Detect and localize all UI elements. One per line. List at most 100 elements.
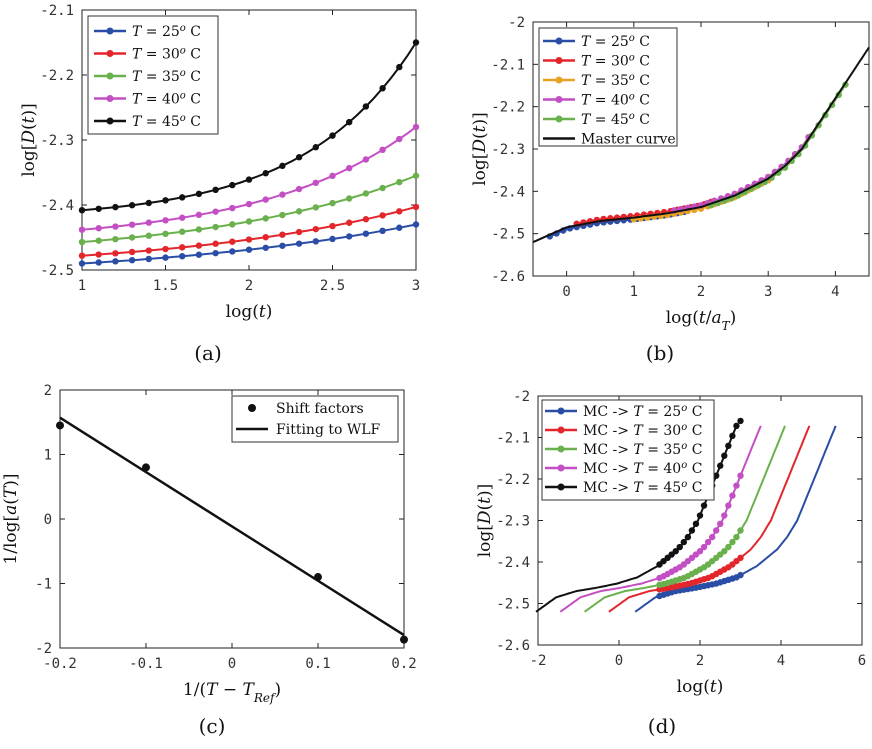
legend-entry: MC -> T = 30o C (583, 422, 702, 440)
y-tick-label: -2.4 (491, 184, 525, 200)
legend: MC -> T = 25o CMC -> T = 30o CMC -> T = … (541, 399, 715, 501)
x-tick-label: 1 (630, 284, 638, 300)
data-point (229, 204, 236, 212)
data-point (95, 251, 102, 258)
data-point (112, 203, 119, 211)
data-point (379, 184, 386, 192)
legend-marker (557, 426, 565, 434)
data-point (262, 233, 269, 241)
data-point (279, 242, 286, 249)
y-axis-label: log[D(t)] (475, 484, 495, 558)
data-point (379, 212, 386, 219)
data-point (95, 205, 102, 212)
data-point (329, 235, 336, 243)
x-tick-label: 1 (78, 278, 86, 294)
data-point (696, 548, 704, 555)
data-point (737, 527, 744, 534)
data-point (212, 240, 219, 247)
caption: (b) (646, 341, 674, 365)
data-point (128, 202, 136, 209)
data-point (295, 208, 303, 215)
y-tick-label: -2 (513, 389, 530, 405)
data-point (717, 462, 724, 469)
data-point (312, 225, 319, 233)
data-point (262, 215, 269, 222)
data-point (396, 208, 403, 215)
legend-entry: T = 45o C (581, 111, 650, 129)
legend-entry: Fitting to WLF (276, 422, 381, 438)
chart-a: 1 1.5 2 2.5 3-2.5-2.4-2.3-2.2-2.1T = 25o CT … (19, 3, 420, 365)
data-point (78, 226, 86, 233)
data-point (279, 191, 286, 198)
legend-marker (557, 483, 565, 491)
data-point (179, 244, 186, 251)
data-point (329, 222, 336, 230)
data-point (95, 259, 102, 266)
data-point (362, 190, 370, 197)
x-tick-label: 4 (777, 653, 785, 669)
legend-marker (555, 115, 563, 123)
data-point (725, 543, 732, 551)
data-point (329, 172, 336, 180)
x-tick-label: 0 (562, 284, 570, 300)
data-point (212, 186, 219, 194)
data-point (314, 573, 322, 582)
legend-marker (557, 445, 565, 453)
legend-entry: T = 40o C (132, 90, 201, 108)
data-point (708, 533, 716, 541)
data-point (212, 208, 219, 215)
data-point (295, 185, 303, 193)
data-point (112, 250, 119, 257)
data-point (262, 170, 269, 177)
data-point (729, 432, 736, 440)
data-point (700, 543, 708, 551)
x-tick-label: 4 (831, 284, 839, 300)
legend-marker (555, 96, 563, 103)
data-point (346, 195, 353, 202)
data-point (346, 219, 353, 226)
y-tick-label: -2.2 (40, 68, 74, 84)
data-point (713, 472, 720, 479)
data-point (737, 417, 744, 425)
data-point (112, 258, 119, 265)
data-point (195, 226, 203, 233)
data-point (329, 199, 336, 207)
data-point (128, 221, 136, 228)
y-tick-label: -2.1 (491, 57, 525, 73)
data-point (721, 512, 728, 519)
data-point (128, 256, 136, 264)
y-tick-label: -2 (508, 15, 525, 31)
data-point (696, 512, 704, 519)
legend-marker (555, 76, 563, 84)
data-point (162, 197, 169, 204)
data-point (195, 242, 203, 249)
data-point (795, 150, 802, 158)
data-point (788, 157, 795, 165)
x-tick-label: -0.2 (43, 656, 77, 672)
data-point (162, 230, 169, 238)
y-axis-label: log[D(t)] (470, 112, 490, 186)
legend-entry: MC -> T = 25o C (583, 403, 702, 421)
data-point (725, 442, 732, 449)
data-point (145, 199, 152, 207)
y-tick-label: -2 (35, 641, 52, 657)
data-point (312, 238, 319, 245)
data-point (729, 538, 736, 546)
data-point (195, 251, 203, 258)
legend-marker (557, 464, 565, 472)
caption: (c) (199, 714, 226, 738)
data-point (362, 216, 370, 223)
x-tick-label: 2 (245, 278, 253, 294)
data-point (700, 502, 708, 509)
data-point (162, 245, 169, 253)
data-point (162, 254, 169, 261)
data-point (312, 179, 319, 187)
data-point (362, 156, 370, 163)
data-point (295, 154, 303, 161)
legend: T = 25o CT = 30o C T = 35o CT = 40o C T = … (538, 27, 678, 148)
data-point (145, 219, 152, 226)
chart-b: 0 1 2 3 4 -2.6 -2.5 -2.4 -2.3 -2.2 -2.1 -2 T = 25o C… (470, 15, 870, 365)
legend-entry: T = 40o C (581, 91, 650, 109)
data-point (737, 571, 744, 579)
